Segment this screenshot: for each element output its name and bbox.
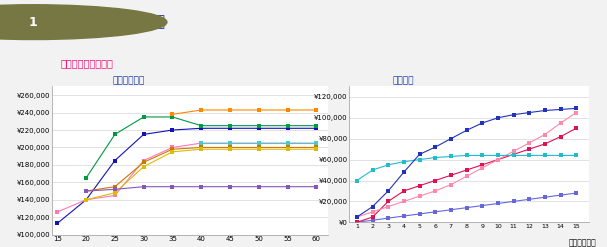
Text: 1: 1 <box>29 16 38 29</box>
Text: （勤続年数）: （勤続年数） <box>568 239 596 247</box>
Circle shape <box>0 5 167 40</box>
Text: 勤続給例: 勤続給例 <box>392 77 414 86</box>
Text: 事前に登録します。: 事前に登録します。 <box>61 58 114 68</box>
Text: 年齢学歴給と勤続給の指定: 年齢学歴給と勤続給の指定 <box>61 15 166 30</box>
Text: 年齢学歴給例: 年齢学歴給例 <box>112 77 144 86</box>
